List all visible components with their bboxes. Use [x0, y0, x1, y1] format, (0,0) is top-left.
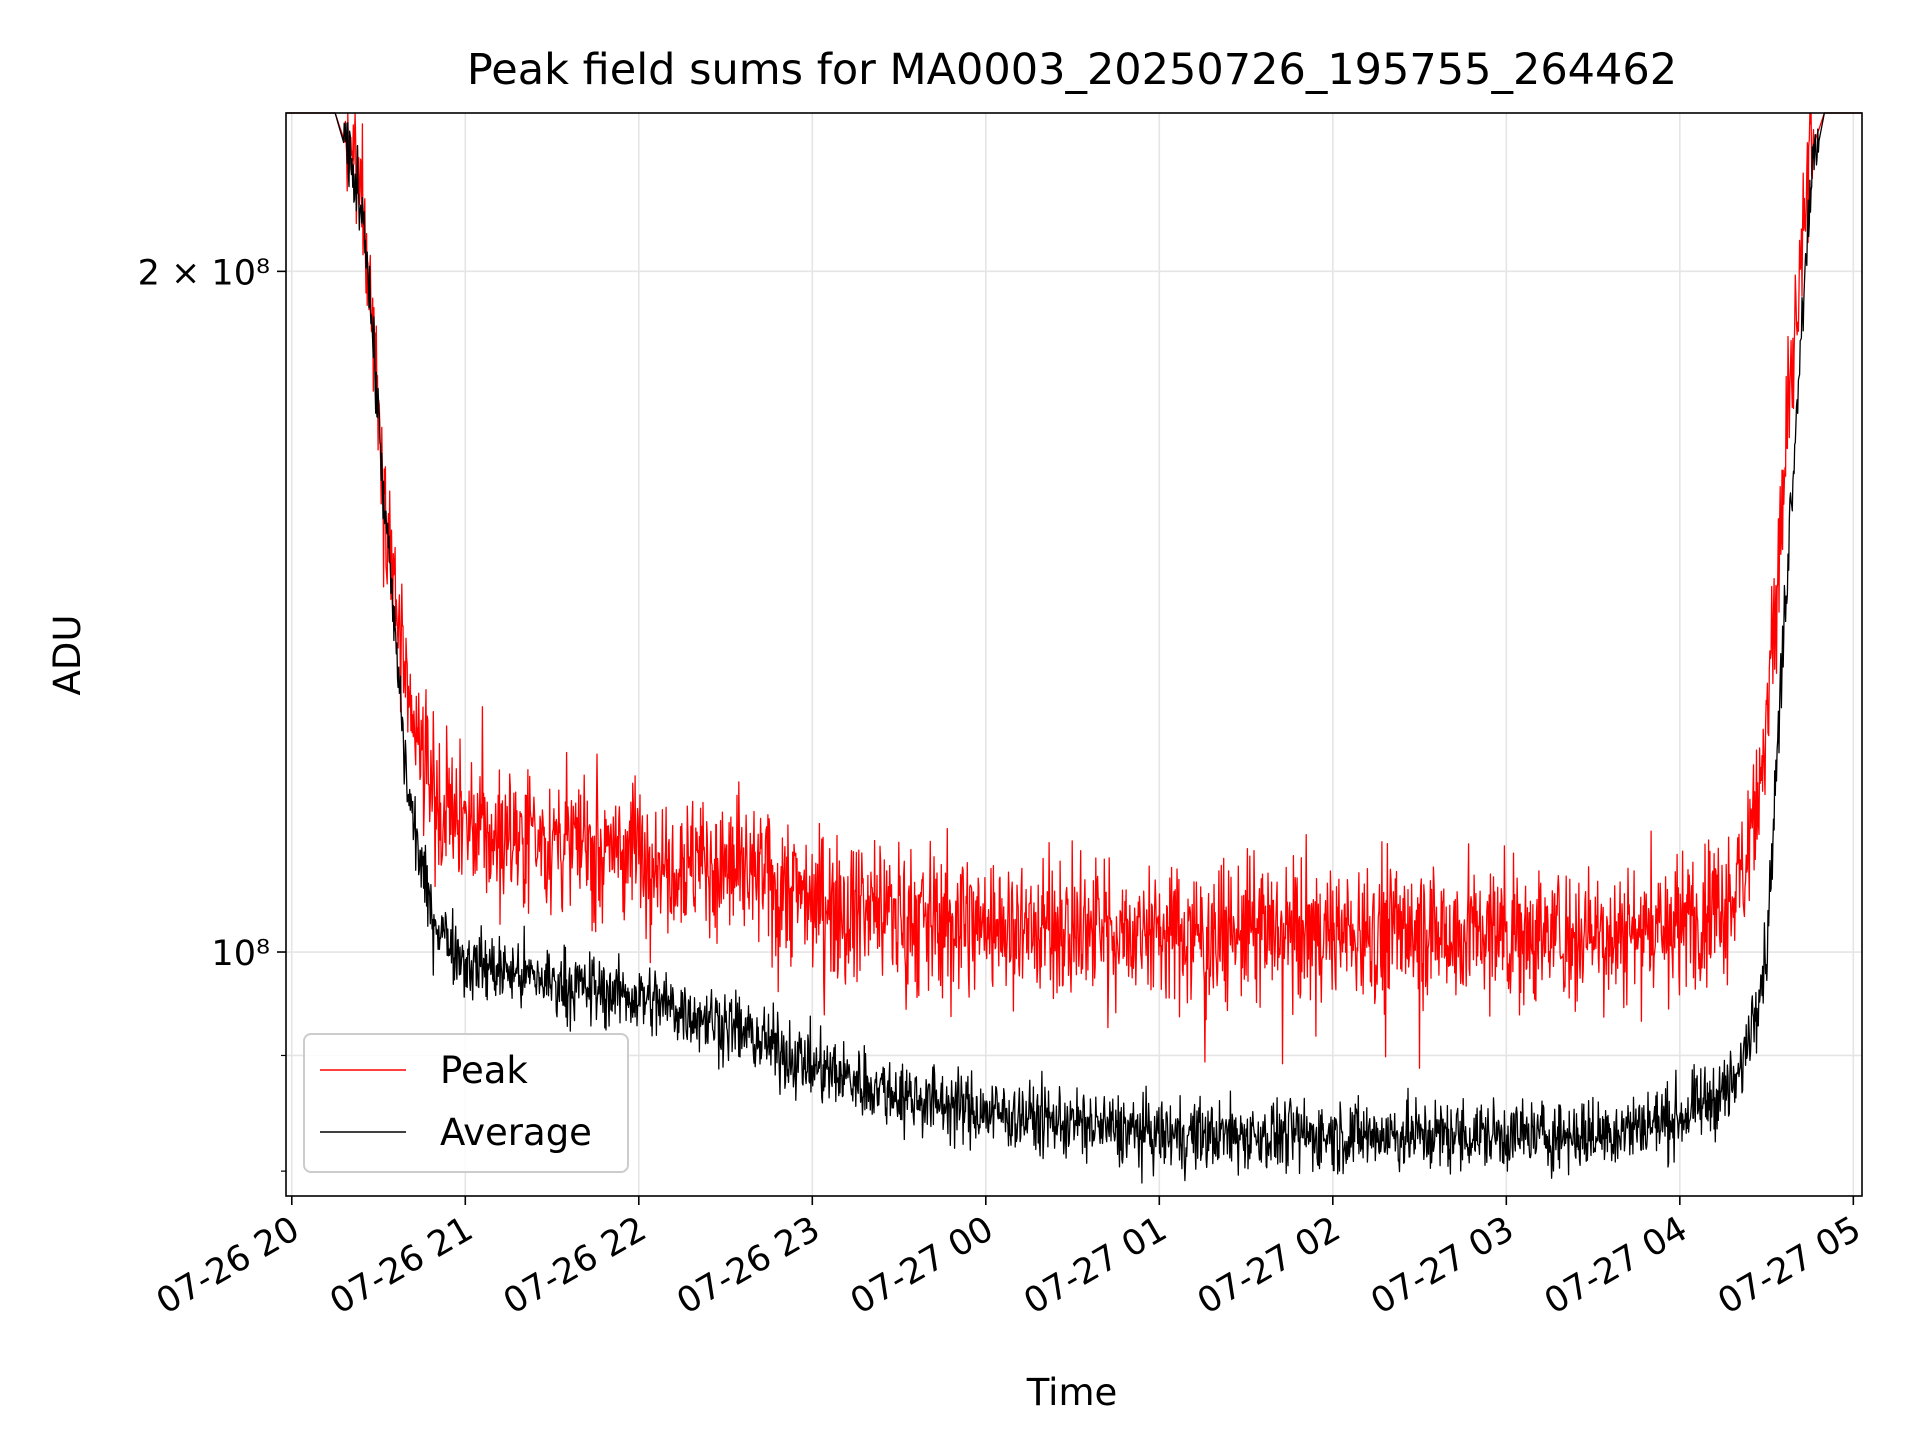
grid	[286, 113, 1862, 1196]
chart-title: Peak field sums for MA0003_20250726_1957…	[467, 45, 1677, 95]
legend-label-peak: Peak	[440, 1049, 528, 1092]
y-tick-label: 10⁸	[211, 934, 270, 974]
legend: Peak Average	[303, 1033, 629, 1173]
plot-frame	[285, 112, 1863, 1197]
series-line-average	[285, 112, 1863, 1184]
series-line-peak	[285, 112, 1863, 1069]
legend-label-average: Average	[440, 1111, 592, 1154]
legend-box	[303, 1033, 629, 1173]
plot-area	[285, 112, 1863, 1184]
y-axis-label: ADU	[46, 615, 89, 696]
y-tick-label: 2 × 10⁸	[138, 253, 270, 293]
x-axis-label: Time	[1026, 1371, 1118, 1414]
